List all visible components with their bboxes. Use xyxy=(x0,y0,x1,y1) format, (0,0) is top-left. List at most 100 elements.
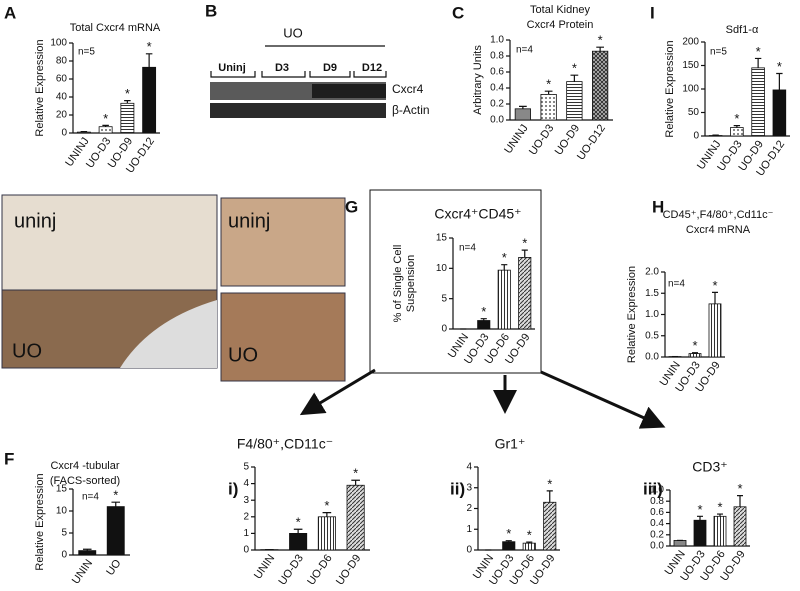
y-tick-label: 100 xyxy=(682,84,699,95)
micrograph xyxy=(220,292,346,382)
error-bar xyxy=(737,495,743,507)
y-axis-label: Relative Expression xyxy=(664,40,676,137)
bar xyxy=(540,94,557,121)
y-tick-label: 0.4 xyxy=(650,518,664,529)
lane-brackets xyxy=(210,71,387,78)
band-label: β-Actin xyxy=(392,103,430,117)
y-tick-label: 0.2 xyxy=(490,99,504,110)
significance: * xyxy=(506,526,511,541)
bar xyxy=(514,108,532,121)
chart-title: Total Kidney xyxy=(530,4,590,16)
significance: * xyxy=(717,500,722,515)
bar xyxy=(120,102,135,134)
bar xyxy=(518,257,532,330)
error-bar xyxy=(145,53,153,68)
error-bar xyxy=(546,490,553,503)
chart-title: CD3⁺ xyxy=(692,459,727,475)
significance: * xyxy=(547,476,552,491)
error-bar xyxy=(526,541,533,544)
significance: * xyxy=(692,338,697,353)
x-tick-label: UNIN xyxy=(70,557,95,586)
bar-chart: iii)CD3⁺0.00.20.40.60.81.0UNIN*UO-D3*UO-… xyxy=(643,459,750,583)
tissue-gap xyxy=(120,300,217,368)
error-bar xyxy=(776,72,783,90)
y-axis-label: Relative Expression xyxy=(34,473,46,570)
bar xyxy=(688,353,702,358)
chart-title: Cxcr4 Protein xyxy=(527,19,594,31)
error-bar xyxy=(697,515,703,521)
error-bar xyxy=(521,249,528,258)
annotation: n=4 xyxy=(459,243,476,254)
significance: * xyxy=(481,304,486,319)
x-tick-label: UO xyxy=(104,557,124,578)
panel-box xyxy=(369,189,542,374)
significance: * xyxy=(147,39,152,54)
significance: * xyxy=(756,44,761,59)
error-bar xyxy=(596,46,604,52)
error-bar xyxy=(480,318,487,321)
error-bar xyxy=(293,528,303,534)
bar-chart: A Total Cxcr4 mRNA n=5 Relative Expression 0… xyxy=(4,3,161,175)
y-tick-label: 0 xyxy=(61,128,67,139)
y-tick-label: 15 xyxy=(436,233,448,244)
micrograph xyxy=(1,194,218,291)
bar-chart: I Sdf1-α n=5 Relative Expression 0 50 100 150 20… xyxy=(650,3,790,178)
y-tick-label: 0.8 xyxy=(650,496,664,507)
western-blot: B UO Uninj D3 D9 D12 Cxcr4 β-Actin xyxy=(205,1,430,118)
chart-title: Cxcr4 mRNA xyxy=(686,224,751,236)
bar-chart: C Total Kidney Cxcr4 Protein n=4 Arbitrary U… xyxy=(452,3,613,162)
panel-label: C xyxy=(452,3,464,22)
y-tick-label: 3 xyxy=(243,495,249,506)
y-tick-label: 2 xyxy=(466,503,472,514)
image-label: uninj xyxy=(14,210,56,232)
error-bar xyxy=(124,100,131,104)
y-tick-label: 0 xyxy=(243,545,249,556)
y-tick-label: 5 xyxy=(441,293,447,304)
chart-title: F4/80⁺,CD11c⁻ xyxy=(237,436,333,452)
panel-label: F xyxy=(4,449,14,468)
image-label: uninj xyxy=(228,210,270,232)
error-bar xyxy=(102,124,109,127)
y-tick-label: 60 xyxy=(56,74,68,85)
image-label: UO xyxy=(228,344,258,366)
band-label: Cxcr4 xyxy=(392,82,424,96)
panel-label: ii) xyxy=(450,479,465,498)
annotation: n=4 xyxy=(82,492,99,503)
lane-label: D9 xyxy=(323,62,337,74)
significance: * xyxy=(502,250,507,265)
band-strong xyxy=(312,84,386,98)
panel-label: iii) xyxy=(643,479,663,498)
bar xyxy=(502,541,516,551)
y-axis-label: Relative Expression xyxy=(626,266,638,363)
significance: * xyxy=(712,278,717,293)
chart-title: Total Cxcr4 mRNA xyxy=(70,22,161,34)
y-axis-label: % of Single Cell xyxy=(392,245,404,323)
lane-label: D12 xyxy=(362,62,382,74)
significance: * xyxy=(697,502,702,517)
error-bar xyxy=(712,291,718,304)
x-tick-label: UO-D3 xyxy=(276,553,305,588)
lane-label: Uninj xyxy=(218,62,246,74)
y-tick-label: 10 xyxy=(436,263,448,274)
significance: * xyxy=(572,61,577,76)
y-tick-label: 10 xyxy=(56,506,68,517)
y-tick-label: 50 xyxy=(688,107,700,118)
y-tick-label: 80 xyxy=(56,56,68,67)
arrow xyxy=(540,370,666,429)
image-label: UO xyxy=(12,340,42,362)
significance: * xyxy=(103,111,108,126)
bar xyxy=(477,320,491,330)
y-tick-label: 0.2 xyxy=(650,529,664,540)
bar xyxy=(713,515,727,547)
bar xyxy=(106,506,125,556)
y-axis-label: Suspension xyxy=(405,255,417,313)
panel-label: A xyxy=(4,3,16,22)
error-bar xyxy=(754,57,762,68)
significance: * xyxy=(353,466,358,481)
y-axis-label: Arbitrary Units xyxy=(472,45,484,115)
error-bar xyxy=(351,479,360,486)
x-tick-label: UO-D3 xyxy=(527,123,556,158)
bar xyxy=(289,533,308,551)
